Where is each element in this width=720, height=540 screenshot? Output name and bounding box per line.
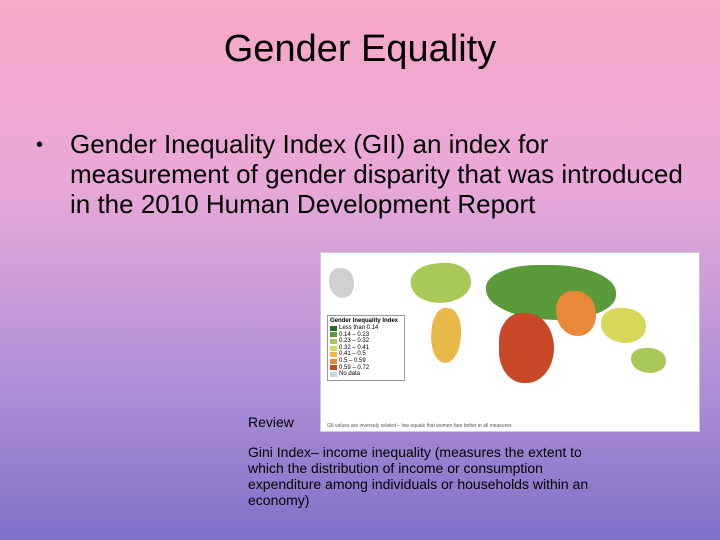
review-label: Review <box>248 414 294 430</box>
bullet-text: Gender Inequality Index (GII) an index f… <box>70 130 684 220</box>
legend-label: 0.5 – 0.59 <box>339 358 366 365</box>
map-region <box>499 313 554 383</box>
map-region <box>329 268 354 298</box>
legend-swatch <box>330 359 337 364</box>
gii-world-map: Gender Inequality Index Less than 0.140.… <box>320 252 700 432</box>
legend-row: No data <box>330 371 402 378</box>
legend-row: 0.32 – 0.41 <box>330 345 402 352</box>
slide: Gender Equality • Gender Inequality Inde… <box>0 0 720 540</box>
legend-label: 0.41 – 0.5 <box>339 351 366 358</box>
legend-label: 0.23 – 0.32 <box>339 338 369 345</box>
legend-row: Less than 0.14 <box>330 325 402 332</box>
legend-row: 0.59 – 0.72 <box>330 365 402 372</box>
map-legend: Gender Inequality Index Less than 0.140.… <box>327 315 405 381</box>
legend-title: Gender Inequality Index <box>330 318 402 324</box>
body-text: • Gender Inequality Index (GII) an index… <box>36 130 684 220</box>
legend-label: 0.32 – 0.41 <box>339 345 369 352</box>
legend-swatch <box>330 326 337 331</box>
map-footnote: GII values are inversely related – low e… <box>327 424 512 430</box>
gini-text: Gini Index– income inequality (measures … <box>248 444 618 508</box>
legend-row: 0.5 – 0.59 <box>330 358 402 365</box>
map-region <box>486 265 616 320</box>
map-region <box>601 308 646 343</box>
legend-swatch <box>330 346 337 351</box>
legend-label: Less than 0.14 <box>339 325 378 332</box>
legend-swatch <box>330 372 337 377</box>
legend-row: 0.41 – 0.5 <box>330 351 402 358</box>
legend-row: 0.23 – 0.32 <box>330 338 402 345</box>
bullet-item: • Gender Inequality Index (GII) an index… <box>36 130 684 220</box>
slide-title: Gender Equality <box>0 0 720 71</box>
legend-label: No data <box>339 371 360 378</box>
legend-swatch <box>330 352 337 357</box>
map-region <box>631 348 666 373</box>
legend-swatch <box>330 365 337 370</box>
legend-swatch <box>330 332 337 337</box>
legend-row: 0.14 – 0.23 <box>330 332 402 339</box>
map-region <box>556 291 596 336</box>
legend-swatch <box>330 339 337 344</box>
legend-label: 0.59 – 0.72 <box>339 365 369 372</box>
map-region <box>428 307 464 365</box>
legend-label: 0.14 – 0.23 <box>339 332 369 339</box>
map-region <box>409 259 474 307</box>
bullet-marker: • <box>36 130 70 220</box>
